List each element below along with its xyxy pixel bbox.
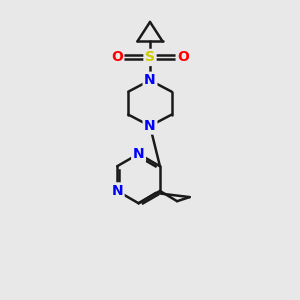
Text: O: O [111,50,123,64]
Text: O: O [177,50,189,64]
Text: N: N [133,147,144,161]
Text: N: N [111,184,123,198]
Text: S: S [145,50,155,64]
Text: N: N [144,73,156,87]
Text: N: N [144,119,156,133]
